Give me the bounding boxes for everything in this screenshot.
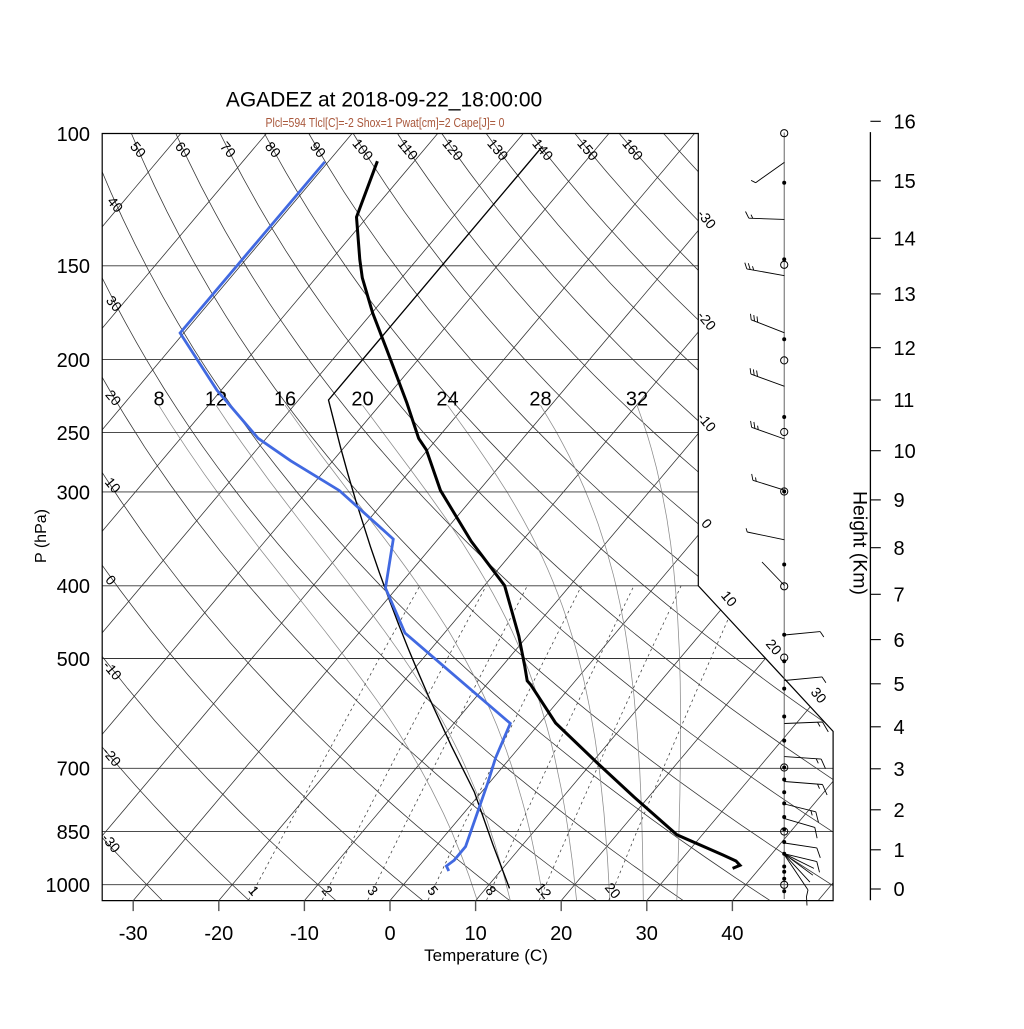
svg-text:1: 1 <box>894 840 905 862</box>
svg-text:300: 300 <box>57 482 90 504</box>
svg-text:12: 12 <box>894 338 916 360</box>
svg-text:5: 5 <box>894 674 905 696</box>
svg-text:-20: -20 <box>204 923 233 945</box>
svg-text:13: 13 <box>894 284 916 306</box>
svg-text:6: 6 <box>894 630 905 652</box>
svg-text:11: 11 <box>894 390 915 412</box>
svg-text:40: 40 <box>721 923 743 945</box>
svg-text:8: 8 <box>894 538 905 560</box>
svg-text:100: 100 <box>57 124 90 146</box>
svg-text:3: 3 <box>894 759 905 781</box>
svg-text:30: 30 <box>636 923 658 945</box>
svg-text:28: 28 <box>529 388 551 410</box>
svg-text:500: 500 <box>57 649 90 671</box>
svg-text:200: 200 <box>57 350 90 372</box>
svg-text:150: 150 <box>57 256 90 278</box>
svg-text:1000: 1000 <box>46 875 91 897</box>
svg-text:250: 250 <box>57 423 90 445</box>
svg-text:4: 4 <box>894 717 905 739</box>
svg-text:32: 32 <box>626 388 648 410</box>
svg-text:16: 16 <box>274 388 296 410</box>
svg-text:850: 850 <box>57 822 90 844</box>
svg-text:8: 8 <box>153 388 164 410</box>
svg-text:400: 400 <box>57 576 90 598</box>
svg-text:10: 10 <box>464 923 486 945</box>
svg-text:Temperature (C): Temperature (C) <box>424 946 548 965</box>
svg-text:0: 0 <box>894 879 905 901</box>
svg-text:7: 7 <box>894 585 905 607</box>
svg-text:15: 15 <box>894 171 916 193</box>
svg-text:20: 20 <box>550 923 572 945</box>
svg-text:-10: -10 <box>290 923 319 945</box>
svg-text:0: 0 <box>384 923 395 945</box>
svg-text:24: 24 <box>436 388 458 410</box>
svg-text:AGADEZ at 2018-09-22_18:00:00: AGADEZ at 2018-09-22_18:00:00 <box>226 89 542 112</box>
svg-text:10: 10 <box>894 441 916 463</box>
svg-text:P (hPa): P (hPa) <box>33 509 50 563</box>
svg-text:2: 2 <box>894 800 905 822</box>
svg-text:Plcl=594 Tlcl[C]=-2 Shox=1 Pwa: Plcl=594 Tlcl[C]=-2 Shox=1 Pwat[cm]=2 Ca… <box>266 116 505 130</box>
svg-text:700: 700 <box>57 759 90 781</box>
svg-text:9: 9 <box>894 490 905 512</box>
svg-text:14: 14 <box>894 229 916 251</box>
svg-text:Height (Km): Height (Km) <box>849 491 871 595</box>
svg-text:20: 20 <box>351 388 373 410</box>
svg-text:-30: -30 <box>119 923 148 945</box>
svg-text:16: 16 <box>894 112 916 134</box>
